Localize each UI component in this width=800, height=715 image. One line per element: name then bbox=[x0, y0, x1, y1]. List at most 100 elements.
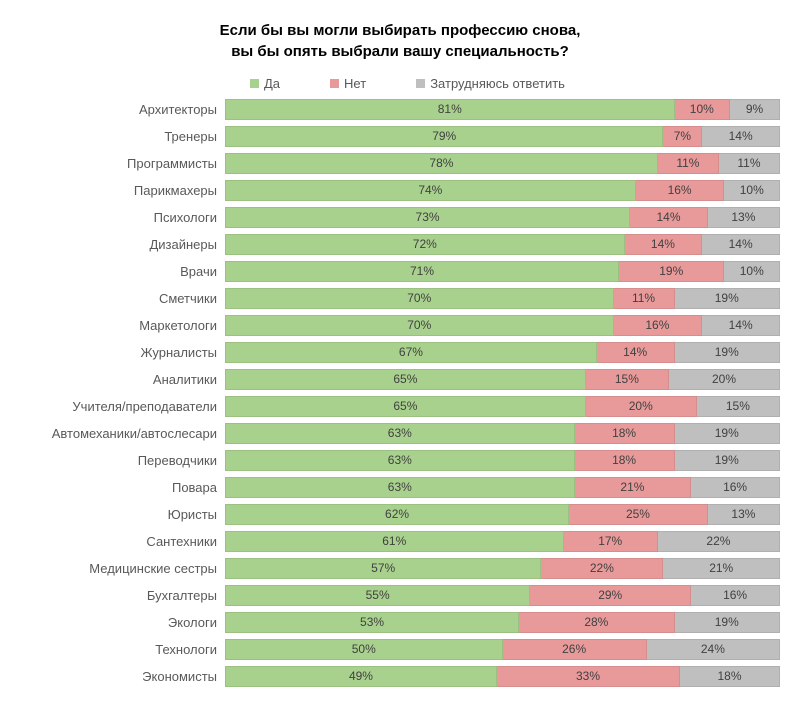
row-bar: 50%26%24% bbox=[225, 639, 780, 660]
bar-segment-yes: 49% bbox=[225, 666, 497, 687]
chart-row: Экологи53%28%19% bbox=[20, 610, 780, 634]
chart-row: Сантехники61%17%22% bbox=[20, 529, 780, 553]
bar-segment-no: 11% bbox=[658, 153, 719, 174]
bar-segment-unsure: 18% bbox=[680, 666, 780, 687]
bar-segment-no: 19% bbox=[619, 261, 724, 282]
chart-row: Переводчики63%18%19% bbox=[20, 448, 780, 472]
bar-segment-yes: 57% bbox=[225, 558, 541, 579]
bar-segment-unsure: 13% bbox=[708, 207, 780, 228]
bar-segment-unsure: 14% bbox=[702, 234, 780, 255]
bar-segment-unsure: 19% bbox=[675, 612, 780, 633]
bar-segment-no: 22% bbox=[541, 558, 663, 579]
chart-row: Повара63%21%16% bbox=[20, 475, 780, 499]
chart-row: Экономисты49%33%18% bbox=[20, 664, 780, 688]
chart-row: Маркетологи70%16%14% bbox=[20, 313, 780, 337]
chart-row: Юристы62%25%13% bbox=[20, 502, 780, 526]
row-label: Повара bbox=[20, 480, 225, 495]
row-bar: 79%7%14% bbox=[225, 126, 780, 147]
row-label: Юристы bbox=[20, 507, 225, 522]
stacked-bar-chart: Если бы вы могли выбирать профессию снов… bbox=[20, 20, 780, 688]
row-bar: 70%16%14% bbox=[225, 315, 780, 336]
row-bar: 72%14%14% bbox=[225, 234, 780, 255]
bar-segment-yes: 72% bbox=[225, 234, 625, 255]
row-bar: 61%17%22% bbox=[225, 531, 780, 552]
row-label: Маркетологи bbox=[20, 318, 225, 333]
bar-segment-yes: 71% bbox=[225, 261, 619, 282]
legend-label: Затрудняюсь ответить bbox=[430, 76, 565, 91]
bar-segment-no: 15% bbox=[586, 369, 669, 390]
row-bar: 63%21%16% bbox=[225, 477, 780, 498]
bar-segment-yes: 65% bbox=[225, 369, 586, 390]
chart-row: Медицинские сестры57%22%21% bbox=[20, 556, 780, 580]
legend-label: Да bbox=[264, 76, 280, 91]
bar-segment-unsure: 15% bbox=[697, 396, 780, 417]
bar-segment-yes: 63% bbox=[225, 423, 575, 444]
row-bar: 63%18%19% bbox=[225, 450, 780, 471]
row-bar: 63%18%19% bbox=[225, 423, 780, 444]
row-label: Дизайнеры bbox=[20, 237, 225, 252]
bar-segment-yes: 62% bbox=[225, 504, 569, 525]
row-label: Парикмахеры bbox=[20, 183, 225, 198]
row-bar: 53%28%19% bbox=[225, 612, 780, 633]
bar-segment-yes: 70% bbox=[225, 315, 614, 336]
bar-segment-unsure: 22% bbox=[658, 531, 780, 552]
bar-segment-unsure: 19% bbox=[675, 288, 780, 309]
bar-segment-yes: 55% bbox=[225, 585, 530, 606]
chart-row: Технологи50%26%24% bbox=[20, 637, 780, 661]
chart-row: Сметчики70%11%19% bbox=[20, 286, 780, 310]
legend-swatch bbox=[416, 79, 425, 88]
bar-segment-unsure: 10% bbox=[724, 261, 780, 282]
row-label: Экономисты bbox=[20, 669, 225, 684]
bar-segment-no: 16% bbox=[636, 180, 725, 201]
row-label: Бухгалтеры bbox=[20, 588, 225, 603]
bar-segment-no: 14% bbox=[625, 234, 703, 255]
bar-segment-no: 26% bbox=[503, 639, 647, 660]
row-bar: 57%22%21% bbox=[225, 558, 780, 579]
row-label: Психологи bbox=[20, 210, 225, 225]
chart-row: Автомеханики/автослесари63%18%19% bbox=[20, 421, 780, 445]
bar-segment-unsure: 14% bbox=[702, 315, 780, 336]
row-label: Переводчики bbox=[20, 453, 225, 468]
bar-segment-yes: 74% bbox=[225, 180, 636, 201]
chart-row: Психологи73%14%13% bbox=[20, 205, 780, 229]
row-label: Учителя/преподаватели bbox=[20, 399, 225, 414]
legend-item-yes: Да bbox=[250, 76, 280, 91]
bar-segment-no: 18% bbox=[575, 423, 675, 444]
row-bar: 49%33%18% bbox=[225, 666, 780, 687]
chart-row: Дизайнеры72%14%14% bbox=[20, 232, 780, 256]
chart-row: Архитекторы81%10%9% bbox=[20, 97, 780, 121]
bar-segment-yes: 63% bbox=[225, 477, 575, 498]
bar-segment-unsure: 19% bbox=[675, 342, 780, 363]
row-label: Автомеханики/автослесари bbox=[20, 426, 225, 441]
bar-segment-yes: 81% bbox=[225, 99, 675, 120]
chart-legend: Да Нет Затрудняюсь ответить bbox=[20, 76, 780, 91]
bar-segment-unsure: 20% bbox=[669, 369, 780, 390]
bar-segment-no: 28% bbox=[519, 612, 674, 633]
legend-swatch bbox=[330, 79, 339, 88]
row-label: Сантехники bbox=[20, 534, 225, 549]
row-label: Тренеры bbox=[20, 129, 225, 144]
bar-segment-unsure: 14% bbox=[702, 126, 780, 147]
row-bar: 62%25%13% bbox=[225, 504, 780, 525]
row-bar: 55%29%16% bbox=[225, 585, 780, 606]
bar-segment-no: 11% bbox=[614, 288, 675, 309]
bar-segment-unsure: 13% bbox=[708, 504, 780, 525]
bar-segment-unsure: 11% bbox=[719, 153, 780, 174]
row-bar: 67%14%19% bbox=[225, 342, 780, 363]
chart-row: Врачи71%19%10% bbox=[20, 259, 780, 283]
bar-segment-unsure: 16% bbox=[691, 477, 780, 498]
chart-row: Аналитики65%15%20% bbox=[20, 367, 780, 391]
row-label: Архитекторы bbox=[20, 102, 225, 117]
title-line-1: Если бы вы могли выбирать профессию снов… bbox=[220, 22, 581, 39]
legend-item-unsure: Затрудняюсь ответить bbox=[416, 76, 565, 91]
bar-segment-unsure: 24% bbox=[647, 639, 780, 660]
chart-row: Программисты78%11%11% bbox=[20, 151, 780, 175]
bar-segment-yes: 79% bbox=[225, 126, 663, 147]
row-bar: 78%11%11% bbox=[225, 153, 780, 174]
chart-row: Учителя/преподаватели65%20%15% bbox=[20, 394, 780, 418]
legend-label: Нет bbox=[344, 76, 366, 91]
bar-segment-no: 29% bbox=[530, 585, 691, 606]
row-bar: 81%10%9% bbox=[225, 99, 780, 120]
row-bar: 71%19%10% bbox=[225, 261, 780, 282]
row-label: Медицинские сестры bbox=[20, 561, 225, 576]
